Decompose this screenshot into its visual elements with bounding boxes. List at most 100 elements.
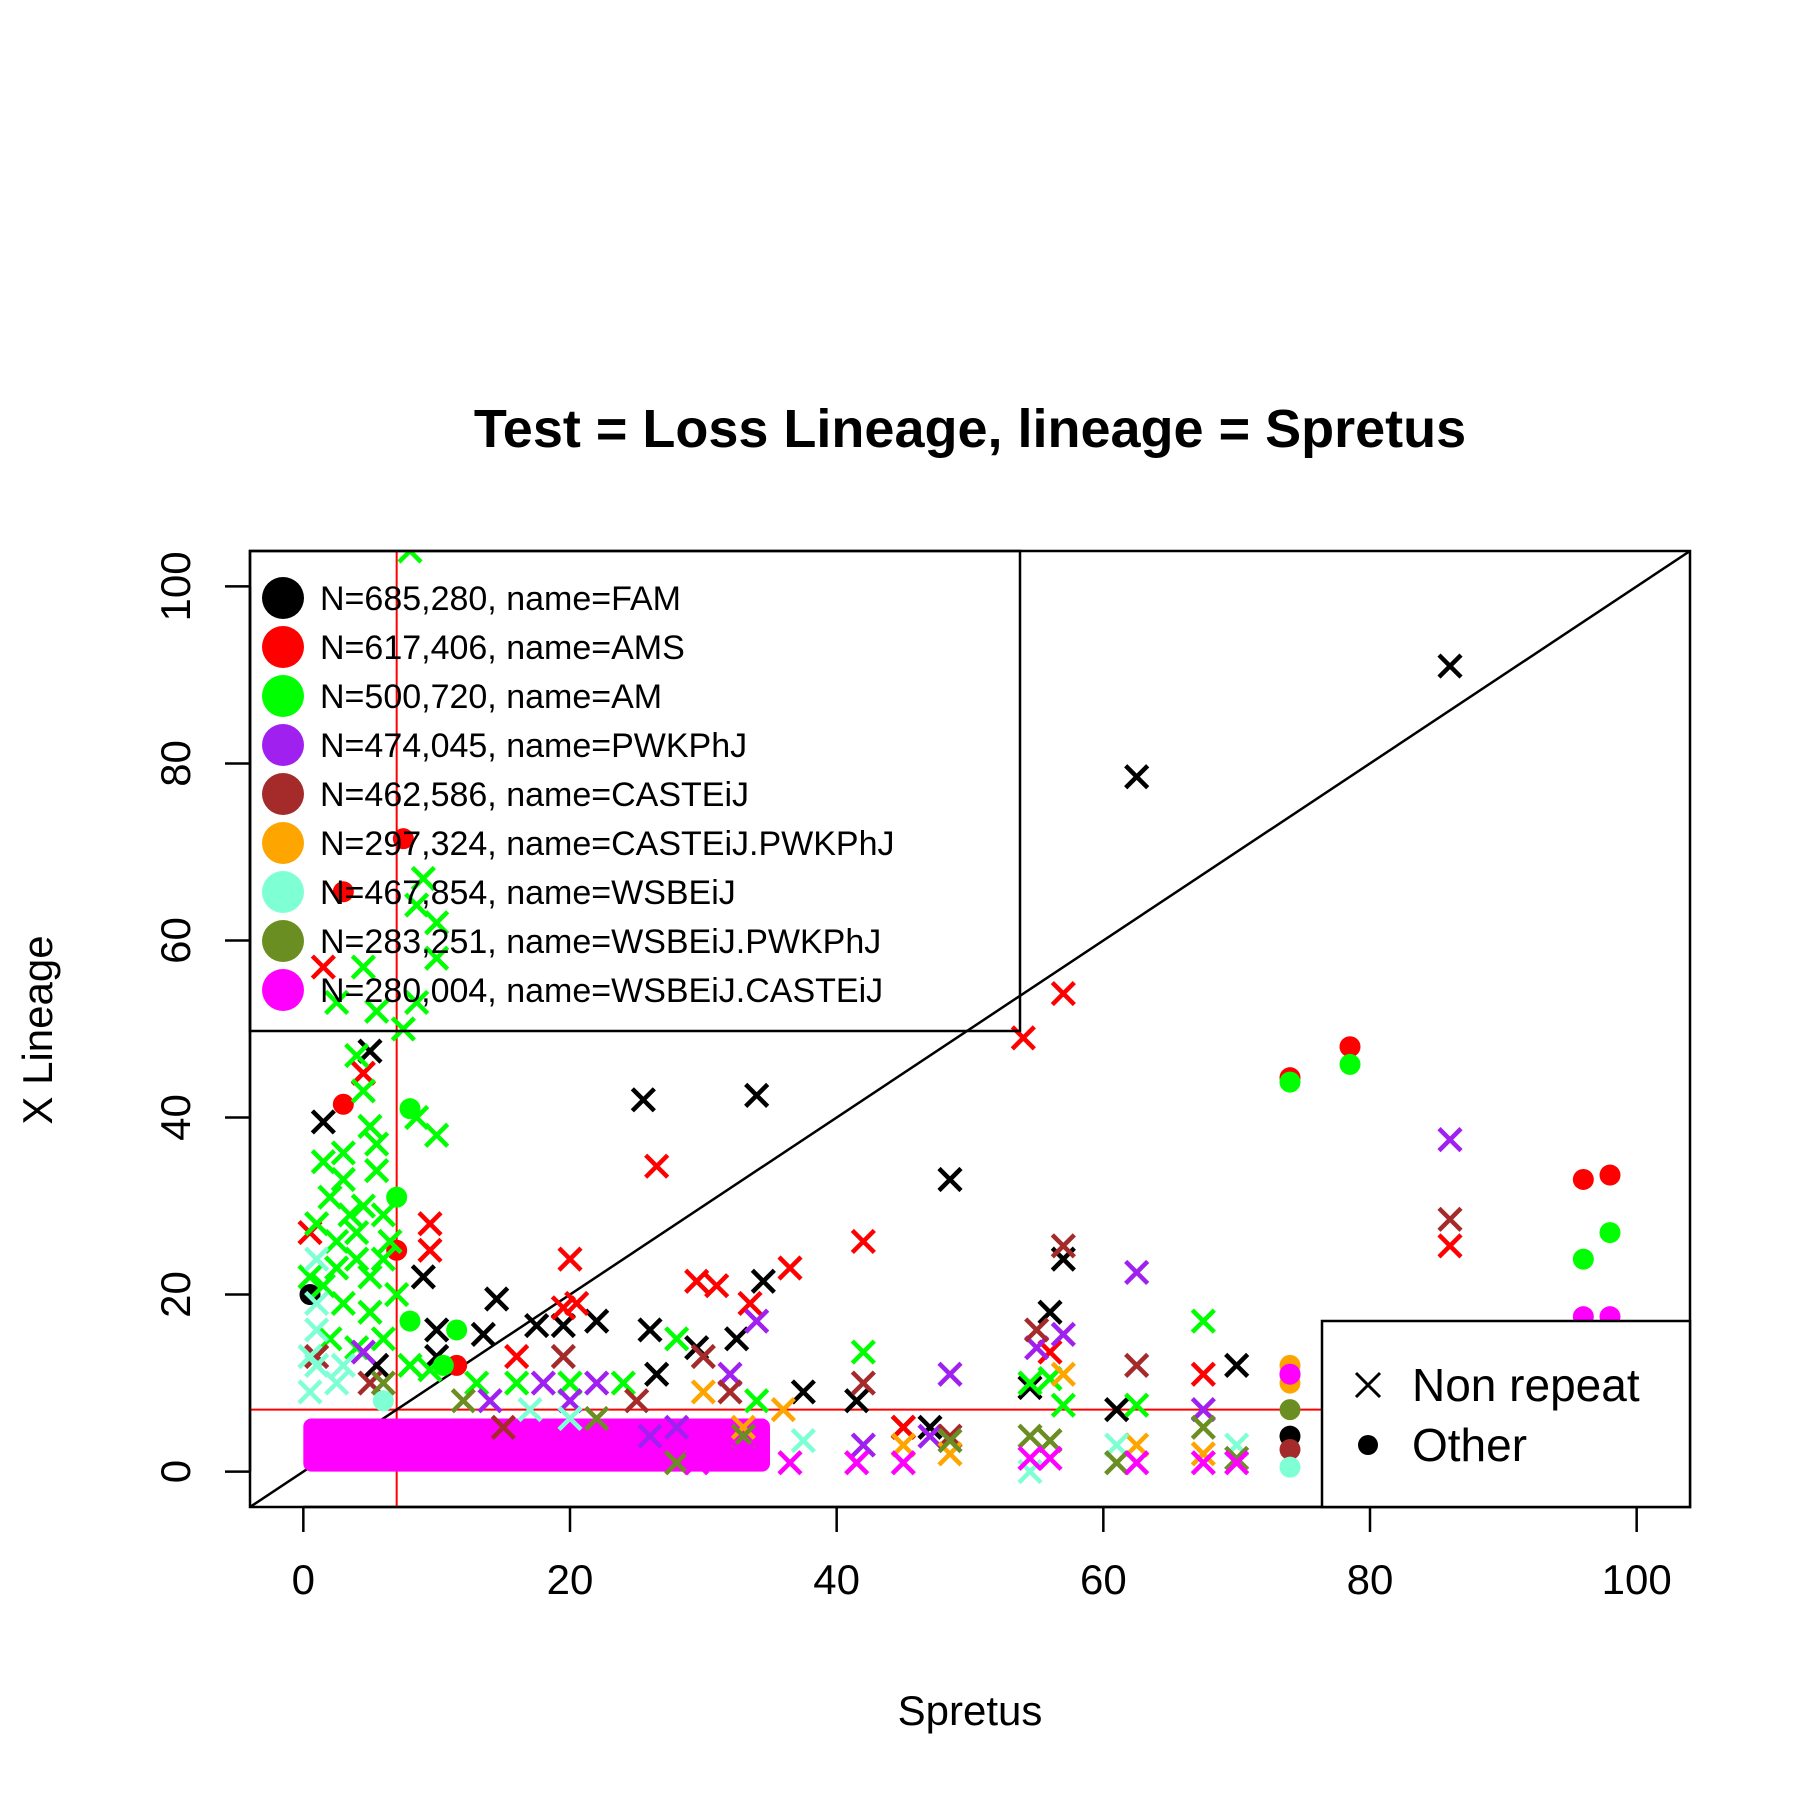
data-point xyxy=(364,1131,390,1157)
legend-marker xyxy=(262,675,304,717)
data-point xyxy=(1279,1399,1301,1421)
legend-item: N=500,720, name=AM xyxy=(262,675,662,717)
data-point xyxy=(524,1312,550,1339)
data-point xyxy=(504,1343,530,1370)
data-point xyxy=(1124,1450,1150,1476)
data-point xyxy=(304,1343,330,1370)
data-point xyxy=(737,1290,763,1317)
data-point xyxy=(1279,1438,1301,1460)
data-point xyxy=(370,1202,396,1228)
data-point xyxy=(364,1158,390,1184)
data-point xyxy=(844,1450,870,1476)
data-point xyxy=(1124,764,1150,790)
shape-legend-label: Other xyxy=(1412,1419,1527,1471)
legend-label: N=500,720, name=AM xyxy=(320,678,662,716)
data-point xyxy=(470,1321,496,1347)
data-point xyxy=(730,1414,756,1440)
data-point xyxy=(1437,1127,1463,1153)
data-point xyxy=(664,1326,690,1352)
data-point xyxy=(690,1379,716,1405)
data-point xyxy=(297,1343,323,1370)
data-point xyxy=(490,1414,516,1440)
x-tick-label: 80 xyxy=(1347,1556,1394,1603)
legend-label: N=297,324, name=CASTEiJ.PWKPhJ xyxy=(320,825,895,863)
data-point xyxy=(624,1388,650,1414)
data-point xyxy=(1224,1450,1250,1476)
data-point xyxy=(1050,1321,1076,1347)
data-point xyxy=(350,1193,376,1219)
legend-label: N=462,586, name=CASTEiJ xyxy=(320,776,749,814)
data-point xyxy=(937,1428,963,1454)
data-point xyxy=(372,1390,394,1412)
data-point xyxy=(1017,1374,1043,1401)
data-point xyxy=(324,1228,350,1255)
legend-marker xyxy=(262,724,304,766)
legend-label: N=283,251, name=WSBEiJ.PWKPhJ xyxy=(320,923,881,961)
legend-marker xyxy=(262,871,304,913)
data-point xyxy=(404,989,430,1016)
data-point xyxy=(397,1352,423,1378)
data-point xyxy=(1224,1352,1250,1378)
y-tick-label: 80 xyxy=(152,740,199,787)
data-point xyxy=(424,945,450,971)
data-point xyxy=(1017,1370,1043,1396)
data-point xyxy=(890,1450,916,1476)
y-tick-label: 20 xyxy=(152,1271,199,1318)
series-1 xyxy=(297,828,1621,1440)
x-axis-label: Spretus xyxy=(898,1687,1043,1734)
data-point xyxy=(1599,1164,1621,1186)
data-point xyxy=(584,1405,610,1432)
diagonal-line xyxy=(250,551,1690,1507)
data-point xyxy=(337,1202,363,1228)
data-point xyxy=(917,1414,943,1440)
data-point xyxy=(304,1246,330,1272)
data-point xyxy=(410,865,436,892)
y-tick-label: 100 xyxy=(152,551,199,621)
plot-content xyxy=(250,551,1690,1507)
data-point xyxy=(330,1352,356,1378)
data-point xyxy=(744,1388,770,1414)
data-point xyxy=(1124,1259,1150,1286)
series-6 xyxy=(297,1246,1301,1485)
data-point xyxy=(332,1093,354,1115)
shape-legend-item: Non repeat xyxy=(1354,1359,1640,1411)
data-point xyxy=(717,1379,743,1405)
data-point xyxy=(1190,1450,1216,1476)
data-point xyxy=(850,1432,876,1458)
data-point xyxy=(730,1441,756,1467)
shape-legend-marker xyxy=(1354,1371,1382,1399)
data-point xyxy=(777,1255,803,1281)
data-point xyxy=(690,1343,716,1370)
data-point xyxy=(424,910,450,936)
data-point xyxy=(584,1308,610,1334)
data-point xyxy=(330,1166,356,1193)
data-point xyxy=(344,1219,370,1246)
data-point xyxy=(564,1290,590,1317)
data-point xyxy=(357,1299,383,1325)
data-point xyxy=(432,1354,454,1376)
data-point xyxy=(1279,1363,1301,1385)
y-tick-label: 40 xyxy=(152,1094,199,1141)
series-7 xyxy=(370,1370,1301,1476)
data-point xyxy=(850,1228,876,1255)
legend-label: N=280,004, name=WSBEiJ.CASTEiJ xyxy=(320,972,883,1010)
data-point xyxy=(1050,1361,1076,1387)
data-point xyxy=(937,1361,963,1387)
data-point xyxy=(1190,1308,1216,1334)
data-point xyxy=(1572,1168,1594,1190)
x-tick-label: 0 xyxy=(292,1556,315,1603)
legend-label: N=685,280, name=FAM xyxy=(320,580,681,618)
data-point xyxy=(744,1308,770,1334)
legend-item: N=280,004, name=WSBEiJ.CASTEiJ xyxy=(262,969,883,1011)
data-point xyxy=(1190,1361,1216,1387)
data-point xyxy=(790,1428,816,1454)
data-point xyxy=(557,1246,583,1272)
data-point xyxy=(350,1078,376,1104)
data-point xyxy=(1037,1299,1063,1325)
data-point xyxy=(777,1450,803,1476)
data-point xyxy=(557,1405,583,1432)
data-point xyxy=(297,1379,323,1405)
legend-item: N=297,324, name=CASTEiJ.PWKPhJ xyxy=(262,822,895,864)
data-point xyxy=(324,1255,350,1281)
data-point xyxy=(644,1361,670,1387)
